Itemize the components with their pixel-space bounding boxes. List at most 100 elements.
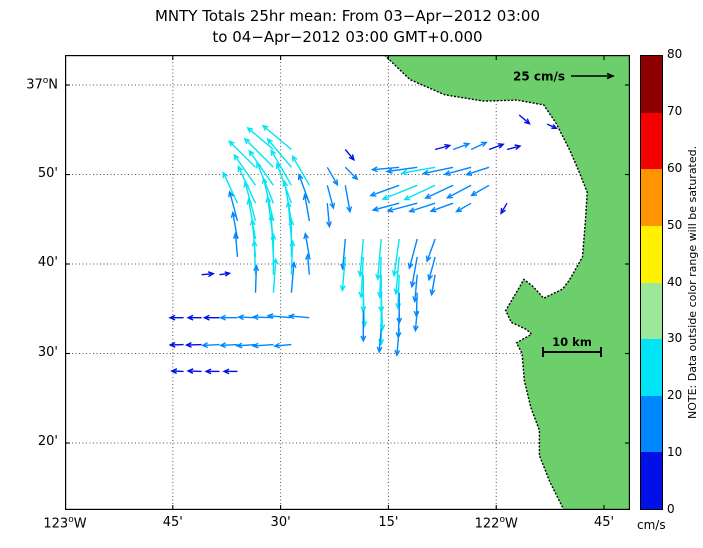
vector-arrowhead: [265, 195, 272, 203]
vector-arrowhead: [219, 314, 226, 321]
colorbar-band-40-50: [641, 225, 662, 283]
vector-arrow: [342, 238, 346, 270]
vector-arrowhead: [332, 179, 339, 187]
vector-arrowhead: [288, 218, 295, 226]
vector-arrowhead: [233, 153, 240, 161]
map-plot-area: 25 cm/s 10 km: [65, 55, 630, 510]
scale-bar-label: 10 km: [552, 335, 592, 349]
vector-arrowhead: [297, 173, 304, 181]
x-tick-label: 45': [593, 515, 615, 530]
vector-arrow: [270, 150, 293, 186]
vector-arrowhead: [329, 202, 336, 210]
reference-arrowhead: [606, 72, 615, 80]
vector-arrow: [306, 254, 311, 275]
vector-arrowhead: [421, 169, 430, 176]
x-tick-label: 30': [270, 515, 291, 530]
vector-arrow: [362, 292, 366, 327]
vector-arrowhead: [524, 118, 531, 125]
colorbar-units-label: cm/s: [637, 518, 666, 532]
vector-arrowhead: [369, 191, 377, 197]
vector-arrowhead: [408, 207, 416, 213]
vector-arrowhead: [168, 341, 176, 348]
colorbar-band-60-70: [641, 112, 662, 170]
vector-arrow: [186, 343, 202, 346]
vector-arrow: [359, 238, 364, 276]
vector-arrow: [244, 138, 274, 168]
vector-arrowhead: [551, 124, 558, 130]
vector-arrowhead: [246, 197, 253, 205]
vector-arrow: [452, 143, 470, 151]
vector-arrowhead: [403, 194, 411, 201]
vector-arrow: [425, 184, 454, 199]
vector-arrow: [238, 316, 256, 319]
degree-superscript: o: [42, 76, 49, 87]
vector-arrow: [344, 149, 355, 161]
colorbar-band-30-40: [641, 282, 662, 340]
vector-arrow: [304, 194, 311, 222]
colorbar-tick-label: 20: [667, 388, 683, 403]
plot-border: [65, 55, 630, 510]
vector-arrowhead: [246, 126, 254, 134]
colorbar-band-70-80: [641, 56, 662, 113]
vector-arrowhead: [375, 273, 382, 281]
vector-arrowhead: [497, 143, 505, 149]
vector-arrowhead: [291, 154, 298, 162]
title-line-1: MNTY Totals 25hr mean: From 03−Apr−2012 …: [154, 7, 541, 25]
degree-superscript: o: [68, 515, 74, 525]
vector-arrowhead: [237, 314, 244, 321]
vector-arrowhead: [228, 190, 234, 198]
vector-arrow: [201, 273, 214, 276]
vector-arrow: [506, 145, 521, 151]
vector-arrowhead: [325, 221, 332, 229]
vector-arrow: [404, 184, 436, 201]
vector-arrow: [466, 166, 490, 176]
vector-arrowhead: [290, 260, 297, 268]
vector-arrow: [188, 370, 202, 373]
vector-arrow: [344, 166, 358, 180]
x-tick-label: 45': [162, 515, 183, 530]
x-tick-label: 123oW: [43, 515, 87, 532]
vector-arrow: [471, 184, 490, 197]
vector-arrowhead: [500, 207, 506, 215]
vector-arrow: [326, 185, 335, 209]
vector-arrowhead: [386, 206, 394, 213]
vector-arrow: [409, 202, 436, 213]
vector-arrowhead: [480, 141, 488, 148]
vector-arrow: [500, 202, 508, 214]
vector-arrowhead: [282, 179, 289, 187]
vector-arrowhead: [186, 368, 194, 375]
vector-arrow: [430, 202, 454, 212]
vector-arrowhead: [222, 368, 230, 375]
vector-arrowhead: [351, 173, 359, 181]
vector-arrowhead: [237, 165, 244, 173]
vector-arrow: [220, 343, 238, 347]
vector-arrow: [248, 150, 274, 186]
vector-arrowhead: [170, 368, 178, 375]
vector-arrow: [447, 184, 472, 199]
vector-arrowhead: [391, 270, 398, 278]
vector-arrowhead: [465, 170, 473, 176]
vector-arrowhead: [376, 346, 383, 354]
vector-arrowhead: [287, 313, 295, 320]
vector-arrow: [253, 343, 274, 347]
vector-arrowhead: [204, 368, 212, 375]
vector-arrow: [430, 274, 436, 295]
vector-arrowhead: [268, 213, 275, 221]
colorbar-tick-label: 30: [667, 331, 683, 346]
vector-arrow: [372, 166, 400, 171]
y-tick-label: 40': [37, 255, 58, 270]
vector-arrowhead: [201, 342, 209, 349]
vector-arrow: [291, 155, 311, 186]
vector-arrow: [397, 274, 400, 309]
vector-arrowhead: [302, 192, 309, 201]
vector-arrow: [426, 238, 436, 262]
vector-arrow: [228, 140, 256, 168]
vector-arrowhead: [243, 180, 250, 188]
colorbar-tick-label: 40: [667, 274, 683, 289]
vector-arrow: [396, 328, 400, 356]
vector-arrow: [414, 274, 418, 302]
vector-arrowhead: [251, 239, 258, 247]
vector-arrowhead: [444, 143, 452, 150]
vector-arrow: [233, 154, 257, 186]
colorbar-tick-label: 80: [667, 47, 683, 61]
